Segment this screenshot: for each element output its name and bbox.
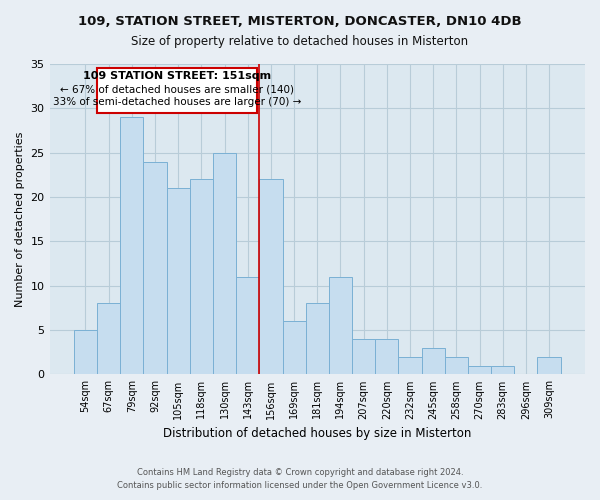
Bar (398, 356, 422, 374)
Text: 109 STATION STREET: 151sqm: 109 STATION STREET: 151sqm (83, 71, 271, 81)
Bar (445, 356, 468, 374)
Text: ← 67% of detached houses are smaller (140): ← 67% of detached houses are smaller (14… (60, 84, 294, 94)
Bar (352, 339, 375, 374)
Bar (190, 180, 213, 374)
Bar (329, 277, 352, 374)
Text: 109, STATION STREET, MISTERTON, DONCASTER, DN10 4DB: 109, STATION STREET, MISTERTON, DONCASTE… (78, 15, 522, 28)
Bar (143, 162, 167, 374)
Text: Size of property relative to detached houses in Misterton: Size of property relative to detached ho… (131, 35, 469, 48)
Bar (213, 152, 236, 374)
Bar (97, 304, 120, 374)
Bar (491, 366, 514, 374)
Bar (538, 356, 560, 374)
FancyBboxPatch shape (97, 68, 257, 113)
Bar (305, 304, 329, 374)
Text: Contains HM Land Registry data © Crown copyright and database right 2024.
Contai: Contains HM Land Registry data © Crown c… (118, 468, 482, 490)
Bar (236, 277, 259, 374)
Text: 33% of semi-detached houses are larger (70) →: 33% of semi-detached houses are larger (… (53, 97, 301, 107)
Bar (422, 348, 445, 374)
Bar (167, 188, 190, 374)
Bar (468, 366, 491, 374)
Bar (375, 339, 398, 374)
Bar (120, 117, 143, 374)
Y-axis label: Number of detached properties: Number of detached properties (15, 132, 25, 307)
X-axis label: Distribution of detached houses by size in Misterton: Distribution of detached houses by size … (163, 427, 472, 440)
Bar (283, 321, 305, 374)
Bar (74, 330, 97, 374)
Bar (259, 180, 283, 374)
